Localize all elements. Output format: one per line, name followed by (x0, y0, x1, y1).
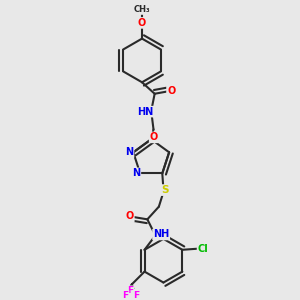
Text: N: N (125, 147, 134, 157)
Text: N: N (132, 168, 140, 178)
Text: F: F (128, 286, 134, 295)
Text: O: O (167, 86, 175, 96)
Text: O: O (138, 18, 146, 28)
Text: O: O (150, 132, 158, 142)
Text: F: F (133, 291, 139, 300)
Text: F: F (122, 291, 129, 300)
Text: CH₃: CH₃ (134, 5, 150, 14)
Text: S: S (161, 185, 169, 195)
Text: NH: NH (153, 230, 169, 239)
Text: O: O (126, 212, 134, 221)
Text: Cl: Cl (197, 244, 208, 254)
Text: HN: HN (137, 106, 154, 117)
